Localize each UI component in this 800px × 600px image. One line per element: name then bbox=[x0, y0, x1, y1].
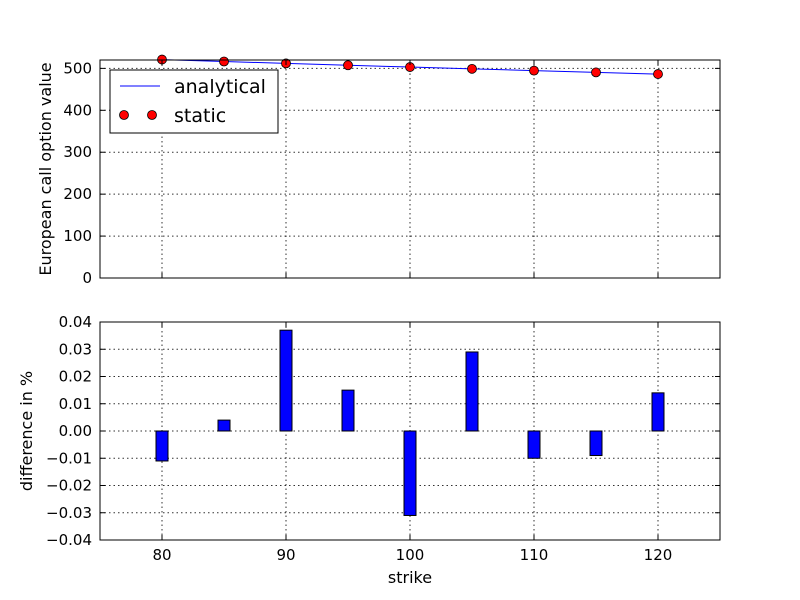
x-tick-label: 100 bbox=[396, 546, 425, 564]
legend-box bbox=[109, 69, 279, 134]
static-point bbox=[653, 69, 663, 79]
difference-bar bbox=[403, 430, 417, 516]
static-point bbox=[529, 65, 539, 76]
bottom-y-tick-label: −0.03 bbox=[46, 504, 92, 522]
static-point bbox=[467, 63, 477, 74]
legend-label-analytical: analytical bbox=[174, 76, 266, 98]
difference-bar bbox=[651, 392, 665, 432]
difference-bar bbox=[527, 430, 541, 459]
top-y-tick-label: 500 bbox=[63, 59, 92, 77]
x-tick-label: 120 bbox=[644, 546, 673, 564]
top-y-tick-label: 200 bbox=[63, 185, 92, 203]
top-y-tick-label: 400 bbox=[63, 101, 92, 119]
x-tick-label: 80 bbox=[152, 546, 171, 564]
bottom-y-tick-label: −0.01 bbox=[46, 449, 92, 467]
difference-bar bbox=[279, 329, 293, 432]
bottom-y-tick-label: 0.00 bbox=[59, 422, 92, 440]
bottom-y-tick-label: −0.04 bbox=[46, 531, 92, 549]
bottom-y-tick-label: −0.02 bbox=[46, 477, 92, 495]
top-y-tick-label: 300 bbox=[63, 143, 92, 161]
bottom-ticks: 80 90 100 110 120 −0.04 −0.03 −0.02 −0.01 0.00 0.0… bbox=[46, 313, 720, 564]
difference-bar bbox=[155, 430, 169, 462]
difference-bar bbox=[589, 430, 603, 457]
legend-marker-swatch bbox=[147, 110, 157, 120]
bottom-y-tick-label: 0.02 bbox=[59, 368, 92, 386]
top-y-tick-label: 0 bbox=[82, 269, 92, 287]
x-axis-label: strike bbox=[388, 568, 432, 587]
bottom-y-tick-label: 0.04 bbox=[59, 313, 92, 331]
legend: analytical static bbox=[109, 69, 279, 134]
bottom-y-axis-label: difference in % bbox=[17, 371, 36, 491]
bottom-y-tick-label: 0.03 bbox=[59, 340, 92, 358]
x-tick-label: 90 bbox=[276, 546, 295, 564]
difference-bars bbox=[155, 329, 665, 516]
difference-bar bbox=[465, 351, 479, 432]
difference-panel: 80 90 100 110 120 −0.04 −0.03 −0.02 −0.01 0.00 0.0… bbox=[17, 313, 721, 587]
top-y-axis-label: European call option value bbox=[36, 62, 55, 275]
bottom-y-tick-label: 0.01 bbox=[59, 395, 92, 413]
difference-bar bbox=[217, 419, 231, 432]
difference-bar bbox=[341, 389, 355, 432]
legend-marker-swatch bbox=[119, 110, 129, 120]
x-tick-label: 110 bbox=[520, 546, 549, 564]
top-y-tick-label: 100 bbox=[63, 227, 92, 245]
static-point bbox=[591, 67, 601, 78]
static-point bbox=[219, 56, 229, 67]
option-value-panel: 0 100 200 300 400 500 European call option va… bbox=[36, 54, 721, 287]
static-point bbox=[343, 60, 353, 71]
legend-label-static: static bbox=[174, 105, 226, 127]
top-ticks: 0 100 200 300 400 500 bbox=[63, 59, 720, 287]
